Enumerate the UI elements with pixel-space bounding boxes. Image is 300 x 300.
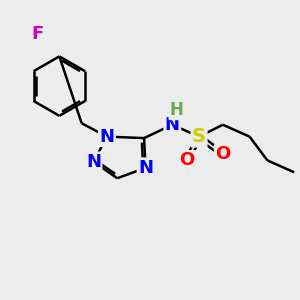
- Text: N: N: [138, 159, 153, 177]
- Text: S: S: [192, 127, 206, 146]
- Text: N: N: [165, 116, 180, 134]
- Text: N: N: [99, 128, 114, 146]
- Text: N: N: [86, 153, 101, 171]
- Text: F: F: [31, 25, 43, 43]
- Text: O: O: [179, 152, 195, 169]
- Text: O: O: [215, 146, 230, 164]
- Text: H: H: [170, 101, 184, 119]
